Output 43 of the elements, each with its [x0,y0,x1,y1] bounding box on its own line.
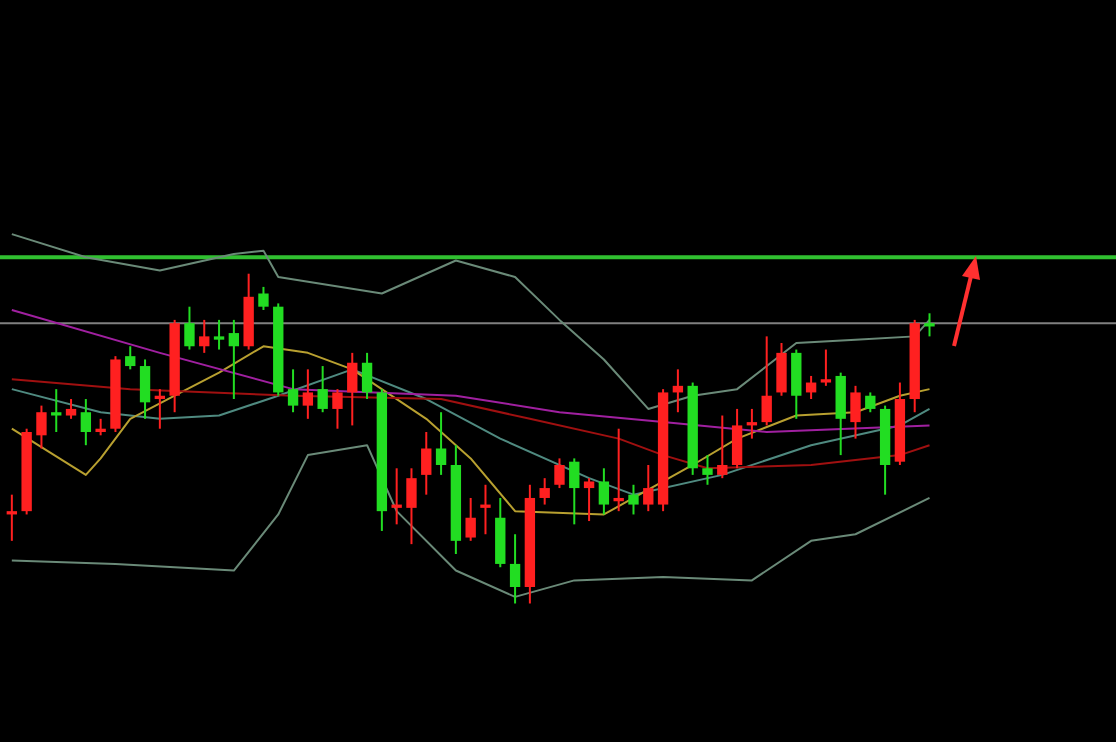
candlestick [539,477,550,506]
candlestick [332,388,343,430]
candlestick [465,496,476,542]
candlestick [421,431,432,496]
candlestick [924,312,935,338]
candlestick [65,398,77,420]
candlestick [287,368,299,414]
candlestick [509,533,521,605]
candlestick [51,388,62,434]
candlestick [213,318,225,351]
candlestick [302,368,314,420]
candlestick [791,348,802,420]
candlestick [569,457,580,526]
candlestick [80,398,92,447]
candlestick [435,411,447,476]
candlestick [850,384,861,440]
candlestick [258,285,269,311]
candlestick [598,467,610,516]
candlestick [347,351,358,427]
candlestick [820,348,832,387]
candlestick [317,365,328,414]
candlestick [583,477,595,523]
candlestick [228,318,240,401]
candlestick [495,496,506,569]
candlestick [199,318,210,354]
candlestick [361,351,373,401]
candlestick [865,391,876,414]
candlestick [36,404,47,450]
candlestick [184,305,195,351]
candlestick [731,407,743,470]
candlestick [835,371,846,457]
candlestick [717,414,728,480]
candlestick [406,467,417,546]
candlestick [776,341,787,397]
candlestick [139,358,151,420]
candlestick [480,483,491,536]
candlestick [702,454,713,486]
candlestick [628,483,639,516]
candlestick [761,335,772,427]
candlestick [643,463,654,513]
candlestick [125,345,136,371]
candlestick [554,457,565,490]
candlestick [391,467,402,526]
